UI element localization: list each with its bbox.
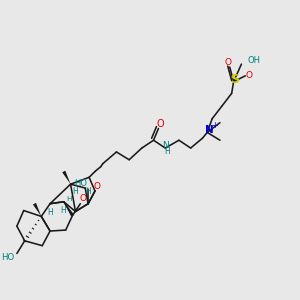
Text: H: H <box>66 196 71 202</box>
Text: HO: HO <box>1 253 14 262</box>
Polygon shape <box>62 171 70 184</box>
Polygon shape <box>33 203 41 216</box>
Text: HO: HO <box>74 179 87 188</box>
Text: H: H <box>73 187 78 196</box>
Text: H: H <box>47 208 53 217</box>
Text: H: H <box>85 188 91 196</box>
Text: O: O <box>80 194 87 203</box>
Text: S: S <box>230 73 239 86</box>
Text: N: N <box>205 125 214 136</box>
Text: H: H <box>164 148 170 157</box>
Text: +: + <box>212 121 218 130</box>
Text: O: O <box>157 118 164 129</box>
Text: OH: OH <box>247 56 260 65</box>
Text: O: O <box>224 58 231 67</box>
Text: H: H <box>60 206 66 215</box>
Polygon shape <box>64 202 74 216</box>
Text: N: N <box>162 141 169 150</box>
Text: O: O <box>246 71 253 80</box>
Text: O: O <box>93 182 100 190</box>
